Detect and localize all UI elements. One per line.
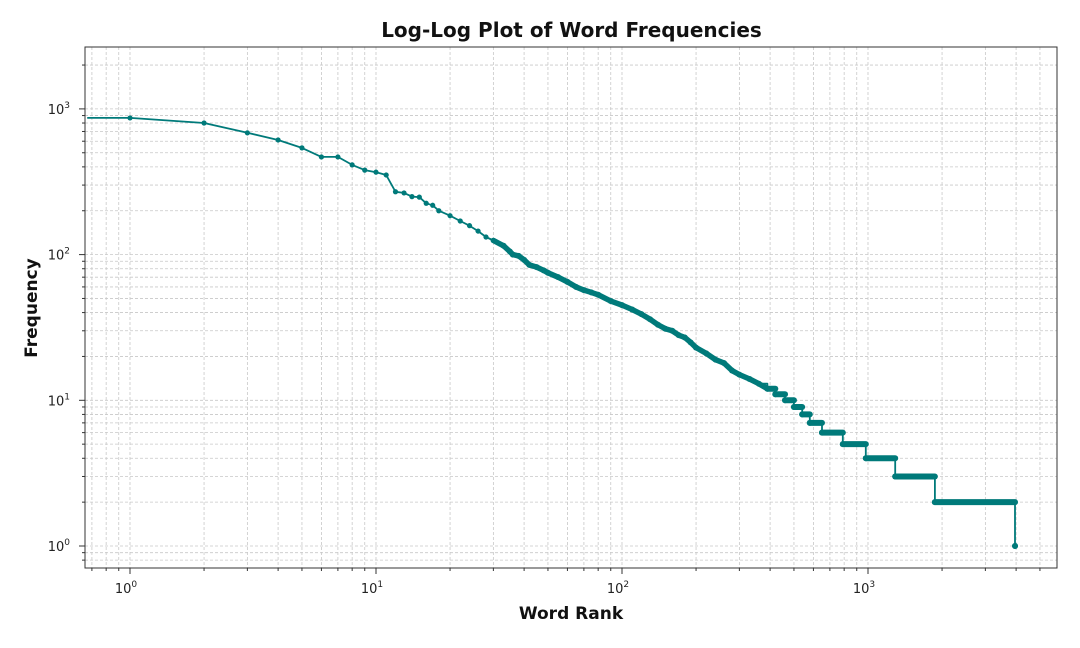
data-point-marker <box>799 411 806 418</box>
axes-frame <box>84 46 1058 569</box>
data-point-marker <box>457 218 463 224</box>
data-point-marker <box>436 208 442 214</box>
dense-marker-band <box>756 380 771 392</box>
data-point-marker <box>275 137 281 143</box>
data-series <box>87 115 1019 549</box>
x-tick-label: 102 <box>607 580 629 597</box>
data-point-marker <box>383 172 389 178</box>
data-point-marker <box>201 120 207 126</box>
y-tick-label: 100 <box>48 538 71 555</box>
data-point-marker <box>392 189 399 195</box>
data-point-marker <box>483 234 489 240</box>
data-point-marker <box>839 441 846 448</box>
data-point-marker <box>430 202 436 208</box>
chart-title: Log-Log Plot of Word Frequencies <box>381 18 762 42</box>
data-point-marker <box>772 391 779 398</box>
data-point-marker <box>244 130 250 136</box>
x-tick-label: 101 <box>361 580 383 597</box>
frequency-line <box>87 117 1016 546</box>
x-tick-label: 103 <box>853 580 875 597</box>
data-point-marker <box>475 228 481 234</box>
data-point-marker <box>782 397 789 404</box>
x-axis-label: Word Rank <box>518 604 624 624</box>
data-point-marker <box>931 499 938 506</box>
data-point-marker <box>349 162 355 168</box>
data-point-marker <box>401 190 407 196</box>
y-tick-label: 102 <box>48 247 70 264</box>
data-point-marker <box>447 213 453 219</box>
y-tick-label: 101 <box>48 392 70 409</box>
data-point-marker <box>409 194 415 200</box>
data-point-marker <box>892 473 899 480</box>
data-point-marker <box>862 455 869 462</box>
data-point-marker <box>318 154 325 160</box>
data-point-marker <box>127 115 133 121</box>
data-point-marker <box>362 167 368 173</box>
data-point-marker <box>806 419 813 426</box>
y-tick-label: 103 <box>48 101 70 118</box>
data-point-marker <box>299 145 305 151</box>
data-point-marker <box>1012 543 1019 549</box>
data-point-marker <box>790 403 797 410</box>
data-point-marker <box>423 200 429 206</box>
data-point-marker <box>416 194 422 200</box>
data-point-marker <box>335 154 341 160</box>
grid-lines <box>85 47 1057 568</box>
data-point-marker <box>373 169 379 175</box>
data-point-marker <box>818 429 825 436</box>
x-tick-label: 100 <box>115 580 138 597</box>
data-point-marker <box>466 223 473 229</box>
